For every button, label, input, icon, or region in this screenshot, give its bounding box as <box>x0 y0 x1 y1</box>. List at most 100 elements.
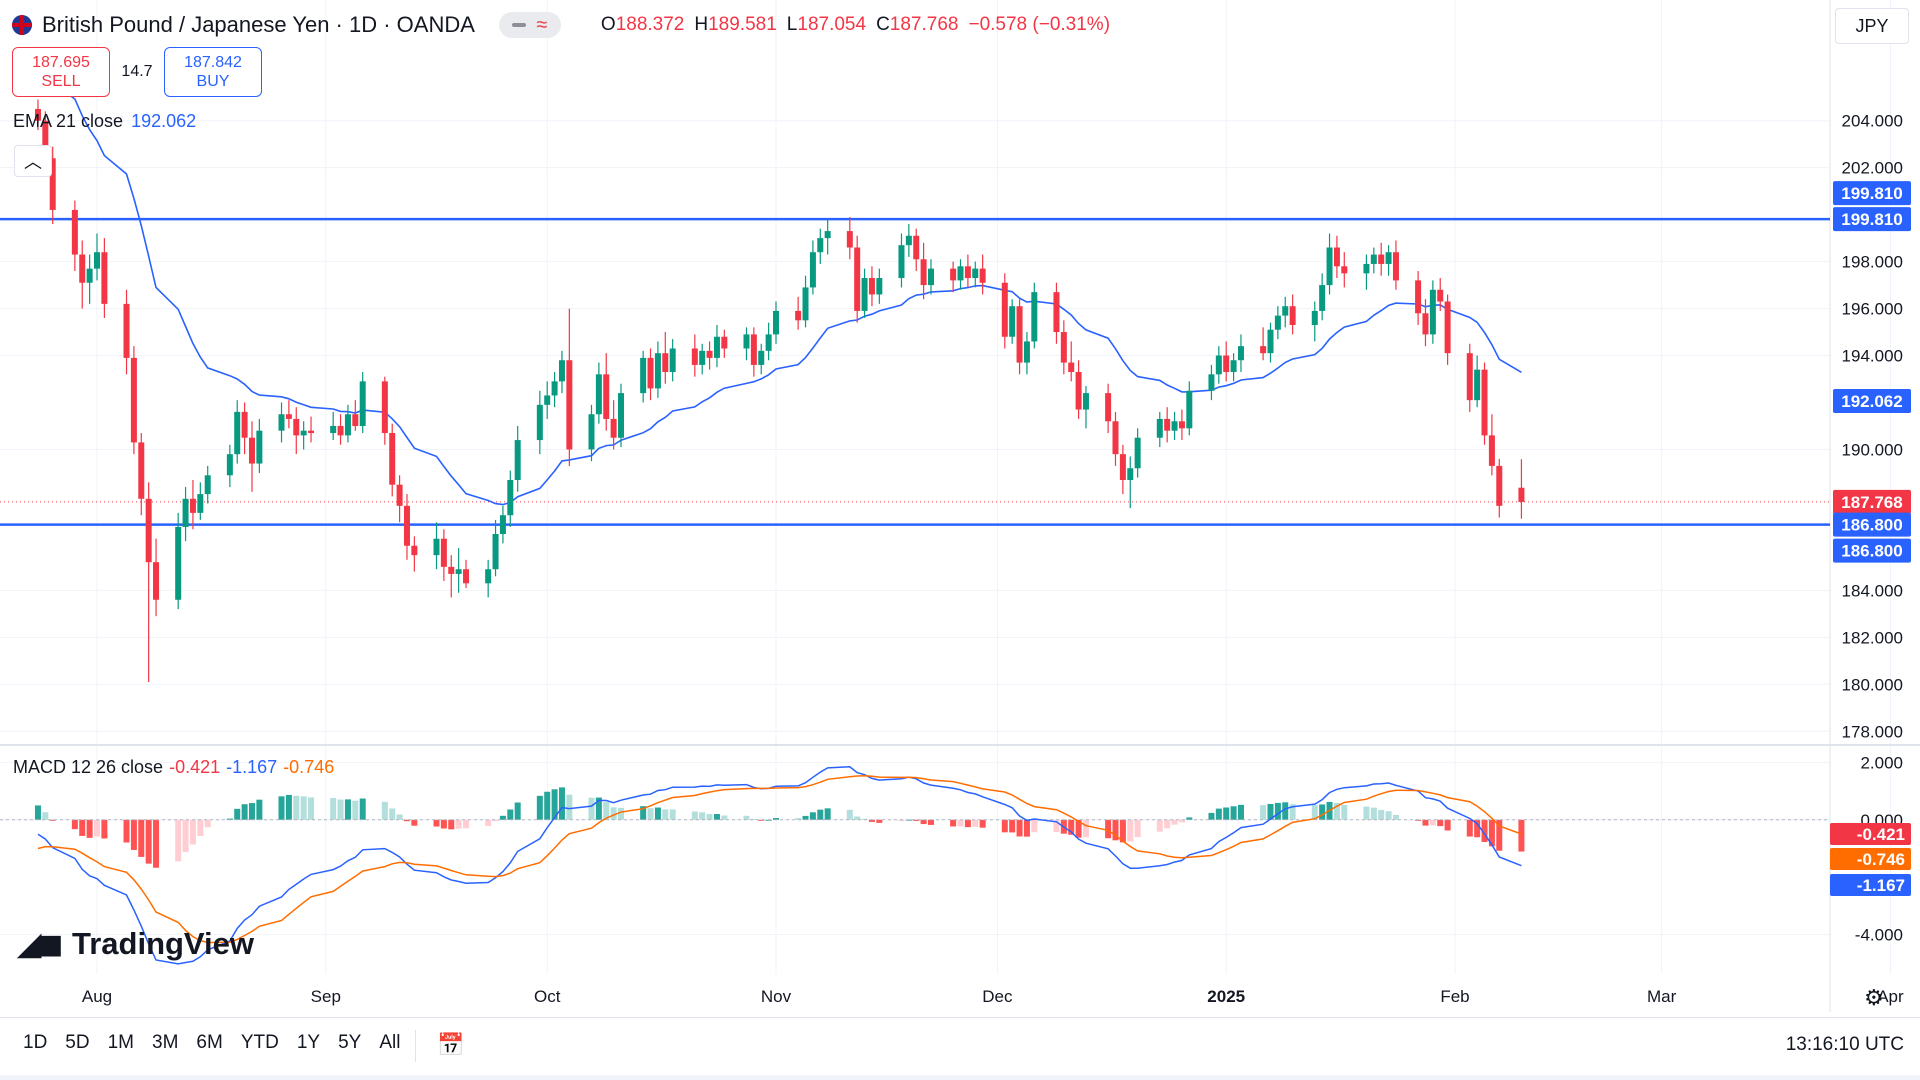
range-button-1y[interactable]: 1Y <box>296 1032 321 1053</box>
ema-legend[interactable]: EMA 21 close 192.062 <box>13 111 196 132</box>
candle-body <box>499 515 506 535</box>
range-button-5y[interactable]: 5Y <box>338 1032 362 1053</box>
candle-body <box>1429 289 1436 335</box>
collapse-legend-button[interactable]: ︿ <box>14 145 52 177</box>
macd-hist-bar <box>514 802 521 820</box>
utc-clock[interactable]: 13:16:10 UTC <box>1785 1034 1904 1055</box>
candle-body <box>300 430 307 436</box>
macd-hist-bar <box>927 819 934 825</box>
candle-body <box>455 569 462 574</box>
candle-body <box>1230 360 1237 372</box>
macd-hist-bar <box>1134 819 1141 838</box>
range-button-ytd[interactable]: YTD <box>240 1032 279 1053</box>
tradingview-logo[interactable]: ◢◼ TradingView <box>18 926 254 962</box>
macd-legend[interactable]: MACD 12 26 close -0.421 -1.167 -0.746 <box>13 757 334 778</box>
macd-hist-bar <box>610 807 617 820</box>
change-value: −0.578 (−0.31%) <box>968 14 1111 35</box>
candle-body <box>1127 468 1134 480</box>
macd-hist-bar <box>189 819 196 845</box>
minus-icon <box>512 23 527 27</box>
macd-hist-bar <box>1178 819 1185 823</box>
candle-body <box>544 395 551 405</box>
time-tick-label: Oct <box>534 987 561 1006</box>
candle-body <box>743 334 750 349</box>
currency-button[interactable]: JPY <box>1835 8 1909 44</box>
range-button-5d[interactable]: 5D <box>65 1032 90 1053</box>
candle-body <box>706 350 713 358</box>
candle-body <box>1466 353 1473 401</box>
macd-hist-bar <box>1171 819 1178 825</box>
candle-body <box>1016 306 1023 363</box>
macd-hist-bar <box>1230 806 1237 820</box>
macd-hist-bar <box>809 812 816 820</box>
symbol-title[interactable]: British Pound / Japanese Yen · 1D · OAND… <box>42 12 475 37</box>
macd-hist-bar <box>1031 819 1038 833</box>
candle-body <box>809 252 816 288</box>
candle-body <box>1326 247 1333 286</box>
buy-button[interactable]: 187.842 BUY <box>164 47 262 97</box>
candle-body <box>1112 421 1119 455</box>
candle-body <box>396 484 403 506</box>
candle-body <box>1119 454 1126 480</box>
macd-hist-bar <box>330 797 337 820</box>
candle-body <box>536 404 543 441</box>
candle-body <box>861 278 868 311</box>
time-tick-label: Aug <box>82 987 112 1006</box>
macd-hist-bar <box>34 805 41 820</box>
candle-body <box>226 454 233 476</box>
candle-body <box>1437 289 1444 302</box>
candle-body <box>440 538 447 567</box>
macd-hist-bar <box>1422 819 1429 826</box>
macd-hist-bar <box>94 819 100 837</box>
macd-hist-bar <box>101 819 108 839</box>
range-button-3m[interactable]: 3M <box>152 1032 179 1053</box>
macd-hist-bar <box>123 819 130 843</box>
candle-body <box>1215 355 1222 375</box>
macd-hist-bar <box>1156 819 1163 832</box>
macd-hist-bar <box>773 818 779 820</box>
candle-body <box>1171 421 1178 431</box>
candle-body <box>1060 332 1067 363</box>
macd-hist-bar <box>300 796 307 820</box>
macd-line-value: -1.167 <box>226 757 278 777</box>
candle-body <box>433 538 440 556</box>
candle-body <box>1105 393 1112 422</box>
candle-body <box>79 254 86 283</box>
calendar-icon[interactable]: 📅 <box>437 1032 465 1057</box>
candle-body <box>1274 315 1281 330</box>
settings-gear-icon[interactable]: ⚙ <box>1864 985 1884 1010</box>
candle-body <box>1208 374 1215 391</box>
macd-hist-bar <box>1016 819 1023 837</box>
macd-hist-bar <box>846 809 853 820</box>
logo-text: TradingView <box>71 926 255 961</box>
chevron-up-icon: ︿ <box>24 152 42 172</box>
level-badge-lower-2: 186.800 <box>1841 542 1902 561</box>
macd-hist-bar <box>463 819 470 829</box>
chart-mode-toggle[interactable]: ≈ <box>498 12 561 38</box>
macd-hist-bar <box>1392 814 1399 820</box>
open-value: 188.372 <box>615 14 685 35</box>
sell-button[interactable]: 187.695 SELL <box>12 47 110 97</box>
macd-hist-bar <box>603 802 610 820</box>
candle-body <box>618 393 625 438</box>
range-button-1m[interactable]: 1M <box>107 1032 134 1053</box>
macd-hist-bar <box>1378 809 1385 820</box>
macd-hist-bar <box>566 794 573 820</box>
candle-body <box>197 494 204 513</box>
macd-hist-bar <box>551 789 558 820</box>
candle-body <box>381 381 388 434</box>
macd-hist-bar <box>1001 819 1008 833</box>
ema-label: EMA 21 close <box>13 111 124 131</box>
range-button-all[interactable]: All <box>379 1032 401 1053</box>
range-button-1d[interactable]: 1D <box>23 1032 48 1053</box>
macd-hist-bar <box>403 819 410 822</box>
candle-body <box>94 252 100 269</box>
candle-body <box>558 360 565 382</box>
macd-hist-bar <box>972 819 979 827</box>
candle-body <box>1156 418 1163 438</box>
candle-body <box>1311 310 1318 326</box>
macd-hist-bar <box>1260 805 1267 820</box>
candle-body <box>868 278 875 295</box>
range-button-6m[interactable]: 6M <box>196 1032 223 1053</box>
